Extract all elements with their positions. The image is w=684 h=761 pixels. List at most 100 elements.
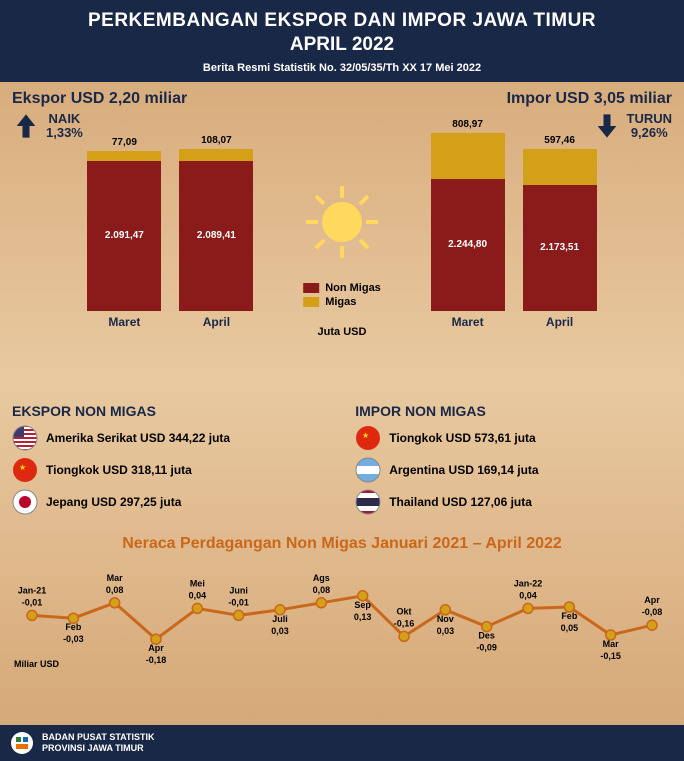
header: PERKEMBANGAN EKSPOR DAN IMPOR JAWA TIMUR…: [0, 0, 684, 82]
flag-icon: ★: [12, 457, 38, 483]
infographic-page: PERKEMBANGAN EKSPOR DAN IMPOR JAWA TIMUR…: [0, 0, 684, 761]
country-text: Jepang USD 297,25 juta: [46, 495, 181, 509]
balance-point-value: -0,03: [63, 634, 84, 644]
impor-chart: 2.244,80 808,97 Maret 2.173,51 597,46 Ap…: [355, 149, 672, 349]
balance-marker: [192, 603, 202, 613]
balance-marker: [399, 631, 409, 641]
balance-point-value: 0,08: [106, 584, 124, 594]
arrow-up-icon: [12, 112, 40, 140]
balance-y-unit: Miliar USD: [14, 659, 59, 669]
bar-migas-label: 77,09: [87, 137, 161, 148]
balance-point-value: 0,05: [561, 623, 579, 633]
legend-unit: Juta USD: [303, 326, 381, 338]
impor-title: Impor USD 3,05 miliar: [355, 90, 672, 108]
bar-migas-label: 597,46: [523, 135, 597, 146]
balance-point-label: Des: [478, 630, 495, 640]
flag-icon: ★: [355, 425, 381, 451]
bar-migas-label: 108,07: [179, 135, 253, 146]
bar-seg-migas: [523, 149, 597, 185]
balance-point-label: Mei: [190, 578, 205, 588]
country-text: Argentina USD 169,14 juta: [389, 463, 538, 477]
flag-icon: [12, 489, 38, 515]
balance-point-value: 0,03: [437, 625, 455, 635]
title-line2: APRIL 2022: [8, 34, 676, 56]
bar-seg-nonmigas: 2.091,47: [87, 161, 161, 311]
impor-change: TURUN 9,26%: [355, 112, 672, 141]
balance-chart: Jan-21-0,01Feb-0,03Mar0,08Apr-0,18Mei0,0…: [12, 559, 672, 669]
ekspor-change: NAIK 1,33%: [12, 112, 329, 141]
balance-point-label: Jan-22: [514, 578, 543, 588]
balance-point-value: 0,03: [271, 625, 289, 635]
balance-point-label: Mar: [107, 572, 124, 582]
balance-marker: [234, 610, 244, 620]
balance-point-value: -0,01: [22, 597, 43, 607]
balance-point-label: Feb: [65, 622, 82, 632]
country-row: ★ Tiongkok USD 573,61 juta: [355, 425, 672, 451]
flag-icon: [12, 425, 38, 451]
balance-point-label: Sep: [354, 599, 371, 609]
balance-point-value: -0,08: [642, 607, 663, 617]
bar-column: 2.244,80 808,97 Maret: [431, 133, 505, 329]
country-text: Thailand USD 127,06 juta: [389, 495, 532, 509]
bar-seg-migas: [87, 151, 161, 161]
country-text: Amerika Serikat USD 344,22 juta: [46, 431, 230, 445]
balance-point-label: Ags: [313, 572, 330, 582]
balance-point-label: Feb: [561, 611, 578, 621]
footer-line2: PROVINSI JAWA TIMUR: [42, 743, 155, 754]
swatch-migas: [303, 297, 319, 307]
country-row: ★ Tiongkok USD 318,11 juta: [12, 457, 329, 483]
balance-point-label: Jan-21: [18, 585, 47, 595]
balance-point-value: 0,13: [354, 611, 372, 621]
arrow-down-icon: [593, 112, 621, 140]
footer: BADAN PUSAT STATISTIK PROVINSI JAWA TIMU…: [0, 725, 684, 761]
balance-point-value: -0,16: [394, 618, 415, 628]
balance-point-value: -0,01: [228, 597, 249, 607]
balance-point-value: 0,08: [313, 584, 331, 594]
country-text: Tiongkok USD 573,61 juta: [389, 431, 536, 445]
balance-point-label: Juli: [272, 613, 288, 623]
balance-point-label: Juni: [229, 585, 248, 595]
legend-migas: Migas: [325, 296, 356, 308]
country-row: Argentina USD 169,14 juta: [355, 457, 672, 483]
balance-marker: [647, 620, 657, 630]
balance-point-value: -0,15: [600, 651, 621, 661]
country-row: Amerika Serikat USD 344,22 juta: [12, 425, 329, 451]
subtitle: Berita Resmi Statistik No. 32/05/35/Th X…: [8, 62, 676, 74]
country-row: Thailand USD 127,06 juta: [355, 489, 672, 515]
country-text: Tiongkok USD 318,11 juta: [46, 463, 192, 477]
bar-seg-nonmigas: 2.089,41: [179, 161, 253, 311]
impor-countries: IMPOR NON MIGAS ★Tiongkok USD 573,61 jut…: [355, 403, 672, 521]
bar-column: 2.091,47 77,09 Maret: [87, 151, 161, 329]
bar-x-label: Maret: [87, 315, 161, 329]
balance-point-value: 0,04: [189, 590, 207, 600]
balance-marker: [316, 597, 326, 607]
bar-seg-migas: [179, 149, 253, 161]
ekspor-countries-title: EKSPOR NON MIGAS: [12, 403, 329, 419]
balance-point-label: Nov: [437, 613, 454, 623]
balance-title: Neraca Perdagangan Non Migas Januari 202…: [12, 535, 672, 553]
balance-point-value: 0,04: [519, 590, 537, 600]
ekspor-change-pct: 1,33%: [46, 126, 83, 140]
balance-point-value: -0,09: [476, 642, 497, 652]
body: Ekspor USD 2,20 miliar NAIK 1,33% 2.091,…: [0, 82, 684, 677]
bar-column: 2.173,51 597,46 April: [523, 149, 597, 329]
ekspor-chart: 2.091,47 77,09 Maret 2.089,41 108,07 Apr…: [12, 149, 329, 349]
balance-marker: [523, 603, 533, 613]
bar-migas-label: 808,97: [431, 119, 505, 130]
svg-text:★: ★: [362, 431, 369, 440]
bar-seg-nonmigas: 2.244,80: [431, 179, 505, 311]
bar-seg-migas: [431, 133, 505, 179]
bps-logo-icon: [10, 731, 34, 755]
legend: Non Migas Migas Juta USD: [303, 282, 381, 338]
ekspor-change-label: NAIK: [46, 112, 83, 126]
flag-icon: [355, 457, 381, 483]
impor-panel: Impor USD 3,05 miliar TURUN 9,26% 2.244,…: [355, 90, 672, 349]
balance-marker: [27, 610, 37, 620]
balance-point-label: Apr: [148, 643, 164, 653]
flag-icon: [355, 489, 381, 515]
swatch-nonmigas: [303, 283, 319, 293]
balance-point-label: Mar: [603, 639, 620, 649]
bar-column: 2.089,41 108,07 April: [179, 149, 253, 329]
ekspor-panel: Ekspor USD 2,20 miliar NAIK 1,33% 2.091,…: [12, 90, 329, 349]
country-row: Jepang USD 297,25 juta: [12, 489, 329, 515]
